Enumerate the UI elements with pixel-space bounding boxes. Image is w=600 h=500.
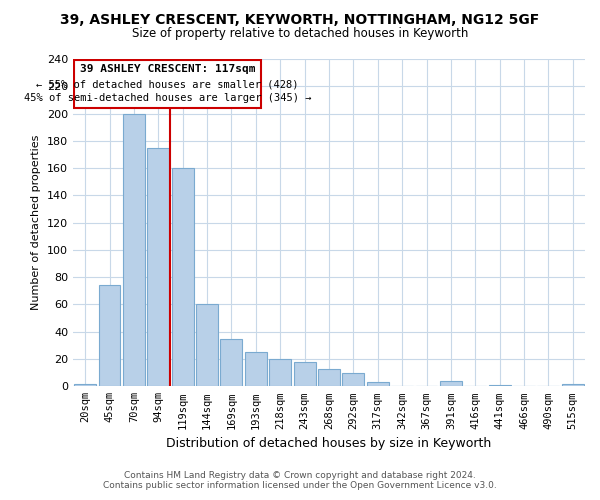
Bar <box>318 368 340 386</box>
Bar <box>245 352 267 386</box>
Text: ← 55% of detached houses are smaller (428): ← 55% of detached houses are smaller (42… <box>36 80 299 90</box>
Bar <box>172 168 194 386</box>
Text: Contains HM Land Registry data © Crown copyright and database right 2024.
Contai: Contains HM Land Registry data © Crown c… <box>103 470 497 490</box>
Bar <box>440 381 462 386</box>
FancyBboxPatch shape <box>74 60 260 108</box>
Y-axis label: Number of detached properties: Number of detached properties <box>31 135 41 310</box>
Text: 45% of semi-detached houses are larger (345) →: 45% of semi-detached houses are larger (… <box>23 93 311 103</box>
Bar <box>196 304 218 386</box>
Bar <box>148 148 169 386</box>
X-axis label: Distribution of detached houses by size in Keyworth: Distribution of detached houses by size … <box>166 437 491 450</box>
Bar <box>562 384 584 386</box>
Bar <box>220 338 242 386</box>
Bar <box>98 286 121 386</box>
Bar <box>488 385 511 386</box>
Bar <box>293 362 316 386</box>
Text: 39 ASHLEY CRESCENT: 117sqm: 39 ASHLEY CRESCENT: 117sqm <box>80 64 255 74</box>
Bar <box>367 382 389 386</box>
Bar <box>123 114 145 386</box>
Bar <box>269 359 291 386</box>
Bar <box>343 372 364 386</box>
Bar <box>74 384 96 386</box>
Text: 39, ASHLEY CRESCENT, KEYWORTH, NOTTINGHAM, NG12 5GF: 39, ASHLEY CRESCENT, KEYWORTH, NOTTINGHA… <box>61 12 539 26</box>
Text: Size of property relative to detached houses in Keyworth: Size of property relative to detached ho… <box>132 28 468 40</box>
